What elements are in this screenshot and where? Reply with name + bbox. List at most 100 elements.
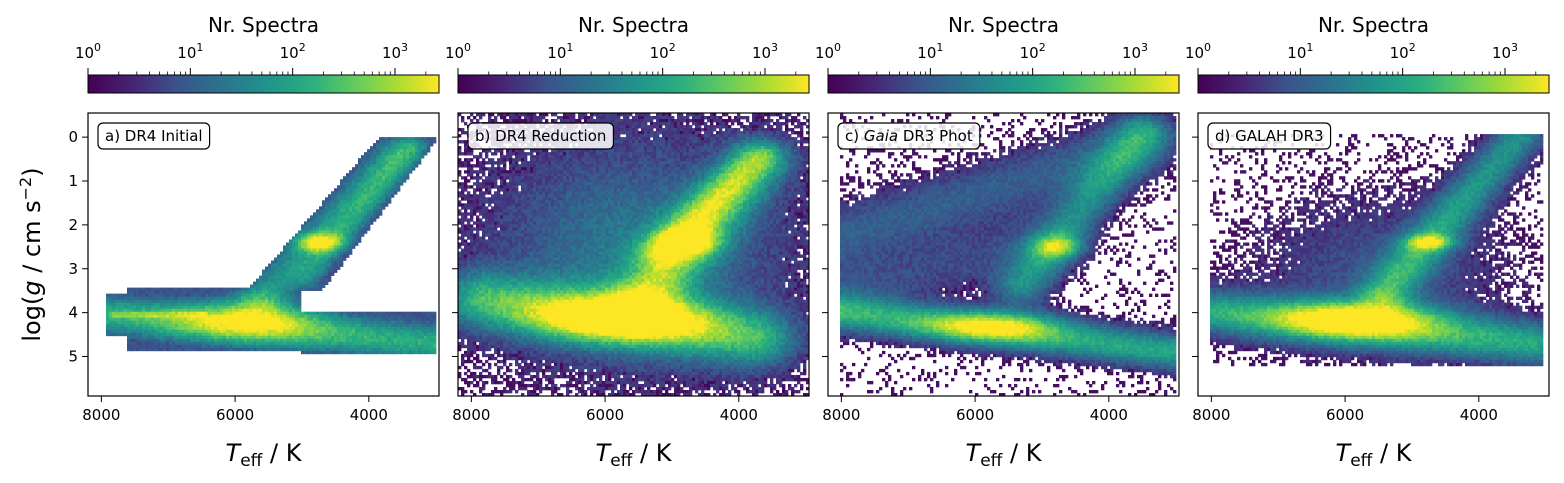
- heatmap-cell: [307, 339, 310, 342]
- heatmap-cell: [340, 203, 343, 206]
- heatmap-cell: [145, 348, 148, 351]
- heatmap-cell: [157, 333, 160, 336]
- heatmap-cell: [482, 336, 485, 339]
- heatmap-cell: [518, 261, 521, 264]
- heatmap-cell: [313, 330, 316, 333]
- heatmap-cell: [461, 128, 464, 131]
- heatmap-cell: [241, 330, 244, 333]
- heatmap-cell: [524, 354, 527, 357]
- heatmap-cell: [151, 318, 154, 321]
- heatmap-cell: [268, 273, 271, 276]
- heatmap-cell: [262, 336, 265, 339]
- heatmap-cell: [190, 309, 193, 312]
- heatmap-cell: [211, 321, 214, 324]
- heatmap-cell: [349, 324, 352, 327]
- heatmap-cell: [340, 242, 343, 245]
- heatmap-cell: [112, 297, 115, 300]
- heatmap-cell: [367, 209, 370, 212]
- heatmap-cell: [476, 357, 479, 360]
- heatmap-cell: [491, 300, 494, 303]
- heatmap-cell: [476, 221, 479, 224]
- heatmap-cell: [406, 167, 409, 170]
- heatmap-cell: [518, 333, 521, 336]
- heatmap-cell: [512, 387, 515, 390]
- heatmap-cell: [274, 291, 277, 294]
- heatmap-cell: [527, 209, 530, 212]
- heatmap-cell: [202, 321, 205, 324]
- heatmap-cell: [500, 321, 503, 324]
- heatmap-cell: [322, 200, 325, 203]
- heatmap-cell: [509, 212, 512, 215]
- heatmap-cell: [521, 224, 524, 227]
- heatmap-cell: [506, 327, 509, 330]
- heatmap-cell: [385, 140, 388, 143]
- heatmap-cell: [139, 300, 142, 303]
- heatmap-cell: [364, 185, 367, 188]
- heatmap-cell: [470, 206, 473, 209]
- heatmap-cell: [518, 330, 521, 333]
- heatmap-cell: [467, 173, 470, 176]
- heatmap-cell: [509, 363, 512, 366]
- heatmap-cell: [280, 267, 283, 270]
- heatmap-cell: [346, 245, 349, 248]
- heatmap-cell: [127, 303, 130, 306]
- heatmap-cell: [464, 131, 467, 134]
- heatmap-cell: [494, 179, 497, 182]
- heatmap-cell: [488, 294, 491, 297]
- heatmap-cell: [524, 173, 527, 176]
- heatmap-cell: [509, 218, 512, 221]
- heatmap-cell: [527, 230, 530, 233]
- heatmap-cell: [301, 282, 304, 285]
- heatmap-cell: [497, 360, 500, 363]
- heatmap-cell: [464, 158, 467, 161]
- heatmap-cell: [394, 336, 397, 339]
- heatmap-cell: [334, 348, 337, 351]
- heatmap-cell: [379, 342, 382, 345]
- heatmap-cell: [307, 330, 310, 333]
- heatmap-cell: [406, 161, 409, 164]
- heatmap-cell: [190, 318, 193, 321]
- heatmap-cell: [376, 209, 379, 212]
- heatmap-cell: [476, 336, 479, 339]
- heatmap-cell: [343, 197, 346, 200]
- heatmap-cell: [467, 185, 470, 188]
- heatmap-cell: [403, 170, 406, 173]
- heatmap-cell: [518, 182, 521, 185]
- heatmap-cell: [217, 342, 220, 345]
- heatmap-cell: [424, 143, 427, 146]
- heatmap-cell: [382, 351, 385, 354]
- heatmap-cell: [485, 209, 488, 212]
- heatmap-cell: [391, 339, 394, 342]
- heatmap-cell: [331, 242, 334, 245]
- heatmap-cell: [503, 291, 506, 294]
- heatmap-cell: [238, 300, 241, 303]
- heatmap-cell: [503, 161, 506, 164]
- heatmap-cell: [142, 336, 145, 339]
- heatmap-cell: [512, 258, 515, 261]
- heatmap-cell: [488, 273, 491, 276]
- heatmap-cell: [391, 333, 394, 336]
- heatmap-cell: [229, 309, 232, 312]
- heatmap-cell: [485, 233, 488, 236]
- heatmap-cell: [247, 312, 250, 315]
- heatmap-cell: [370, 176, 373, 179]
- heatmap-cell: [385, 182, 388, 185]
- heatmap-cell: [521, 282, 524, 285]
- heatmap-cell: [482, 312, 485, 315]
- heatmap-cell: [488, 258, 491, 261]
- heatmap-cell: [343, 203, 346, 206]
- heatmap-cell: [397, 173, 400, 176]
- heatmap-cell: [479, 390, 482, 393]
- heatmap-cell: [512, 161, 515, 164]
- heatmap-cell: [364, 330, 367, 333]
- heatmap-cell: [494, 119, 497, 122]
- heatmap-cell: [524, 372, 527, 375]
- heatmap-cell: [367, 191, 370, 194]
- heatmap-cell: [485, 191, 488, 194]
- heatmap-cell: [376, 215, 379, 218]
- heatmap-cell: [337, 212, 340, 215]
- heatmap-cell: [358, 312, 361, 315]
- heatmap-cell: [467, 297, 470, 300]
- x-axis-label: Teff / K: [226, 439, 303, 471]
- heatmap-cell: [485, 227, 488, 230]
